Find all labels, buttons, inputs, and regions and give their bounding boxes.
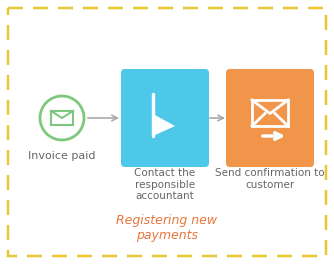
Text: Send confirmation to
customer: Send confirmation to customer [215,168,325,190]
Polygon shape [153,114,175,136]
Text: Invoice paid: Invoice paid [28,151,96,161]
Circle shape [40,96,84,140]
FancyBboxPatch shape [226,69,314,167]
FancyBboxPatch shape [8,8,326,256]
Text: Registering new
payments: Registering new payments [117,214,217,242]
FancyBboxPatch shape [121,69,209,167]
FancyBboxPatch shape [51,111,73,125]
Text: Contact the
responsible
accountant: Contact the responsible accountant [135,168,196,201]
FancyBboxPatch shape [252,100,288,126]
